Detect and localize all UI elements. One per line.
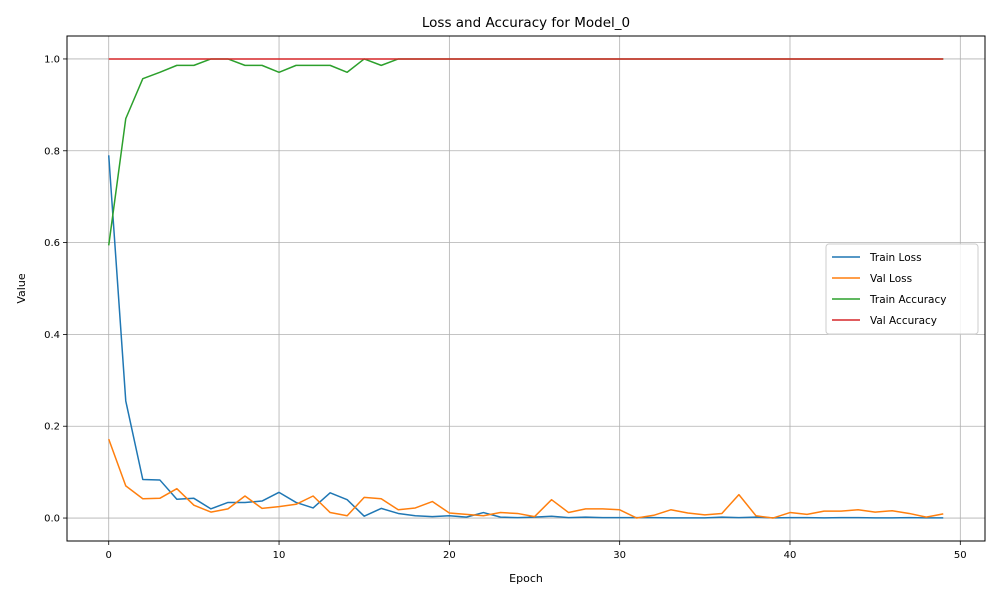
chart-title: Loss and Accuracy for Model_0 xyxy=(422,15,630,31)
x-tick-label: 40 xyxy=(784,550,797,561)
ticks: 0 10 20 30 40 50 0.0 0.2 0.4 0.6 0.8 1.0 xyxy=(44,54,967,561)
legend-box xyxy=(825,243,979,335)
x-tick-label: 20 xyxy=(443,550,456,561)
y-tick-label: 1.0 xyxy=(44,54,60,65)
legend-label: Train Accuracy xyxy=(869,294,946,306)
y-tick-label: 0.0 xyxy=(44,514,60,525)
y-tick-label: 0.2 xyxy=(44,422,60,433)
x-tick-label: 50 xyxy=(954,550,967,561)
y-tick-label: 0.4 xyxy=(44,330,60,341)
plot-frame xyxy=(66,35,986,542)
legend-label: Train Loss xyxy=(869,252,922,264)
legend: Train Loss Val Loss Train Accuracy Val Accu… xyxy=(825,243,979,335)
x-tick-label: 0 xyxy=(106,550,112,561)
series-line-train-loss xyxy=(107,155,944,519)
y-tick-label: 0.6 xyxy=(44,238,60,249)
x-tick-label: 10 xyxy=(273,550,286,561)
y-axis-label: Value xyxy=(15,273,28,303)
y-tick-label: 0.8 xyxy=(44,146,60,157)
x-tick-label: 30 xyxy=(613,550,626,561)
x-axis-label: Epoch xyxy=(509,572,543,585)
series-layer xyxy=(107,58,944,519)
legend-label: Val Accuracy xyxy=(870,315,937,327)
series-line-val-loss xyxy=(108,438,944,519)
legend-label: Val Loss xyxy=(870,273,912,285)
